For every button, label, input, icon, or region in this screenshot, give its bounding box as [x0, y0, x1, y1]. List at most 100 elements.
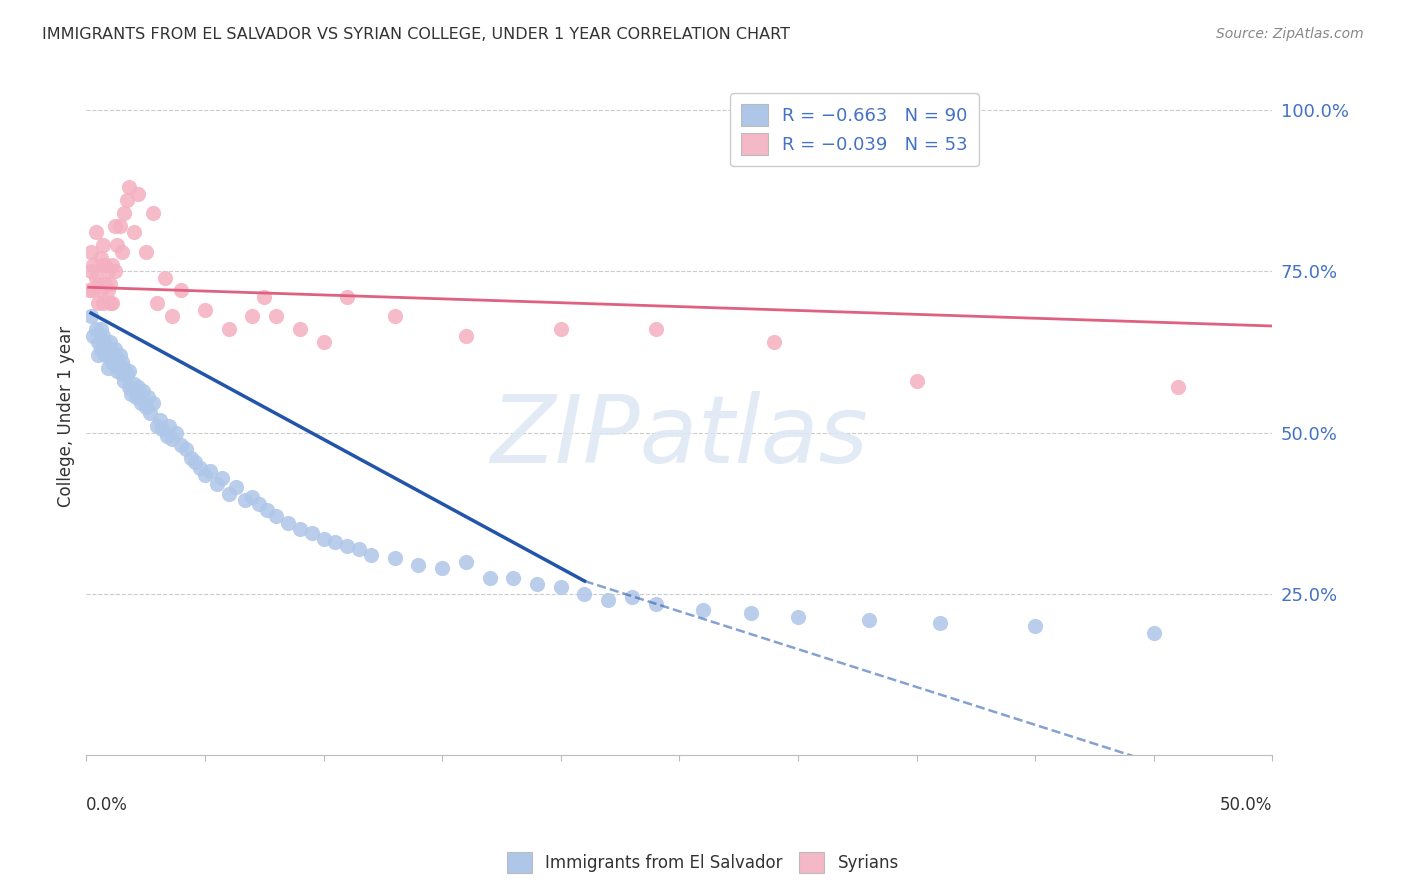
- Point: [91, 258, 114, 272]
- Point: [598, 593, 620, 607]
- Point: [336, 539, 359, 553]
- Point: [89, 251, 111, 265]
- Point: [80, 264, 103, 278]
- Point: [111, 244, 134, 259]
- Point: [112, 374, 135, 388]
- Point: [160, 310, 183, 324]
- Point: [288, 522, 311, 536]
- Point: [249, 497, 271, 511]
- Y-axis label: College, Under 1 year: College, Under 1 year: [58, 326, 75, 507]
- Point: [211, 471, 233, 485]
- Point: [82, 258, 104, 272]
- Point: [225, 480, 247, 494]
- Point: [150, 422, 173, 436]
- Point: [198, 464, 221, 478]
- Point: [94, 258, 117, 272]
- Point: [105, 238, 128, 252]
- Point: [111, 354, 134, 368]
- Point: [360, 548, 382, 562]
- Point: [347, 541, 370, 556]
- Point: [77, 284, 100, 298]
- Point: [111, 368, 134, 382]
- Point: [384, 551, 406, 566]
- Point: [180, 451, 202, 466]
- Point: [94, 277, 117, 291]
- Point: [454, 328, 477, 343]
- Point: [550, 581, 572, 595]
- Point: [205, 477, 228, 491]
- Point: [87, 335, 110, 350]
- Point: [108, 361, 131, 376]
- Point: [142, 206, 165, 220]
- Point: [264, 509, 287, 524]
- Point: [288, 322, 311, 336]
- Point: [87, 296, 110, 310]
- Point: [644, 597, 666, 611]
- Point: [91, 342, 114, 356]
- Point: [384, 310, 406, 324]
- Point: [105, 351, 128, 366]
- Point: [98, 296, 121, 310]
- Point: [312, 532, 335, 546]
- Point: [233, 493, 256, 508]
- Point: [188, 461, 211, 475]
- Point: [101, 296, 124, 310]
- Point: [135, 244, 157, 259]
- Point: [277, 516, 299, 530]
- Point: [184, 454, 207, 468]
- Point: [101, 344, 124, 359]
- Point: [80, 310, 103, 324]
- Point: [256, 503, 278, 517]
- Point: [132, 384, 155, 398]
- Point: [620, 590, 643, 604]
- Point: [692, 603, 714, 617]
- Text: 0.0%: 0.0%: [86, 796, 128, 814]
- Point: [174, 442, 197, 456]
- Point: [264, 310, 287, 324]
- Point: [763, 335, 786, 350]
- Text: Source: ZipAtlas.com: Source: ZipAtlas.com: [1216, 27, 1364, 41]
- Point: [108, 348, 131, 362]
- Point: [82, 284, 104, 298]
- Point: [94, 335, 117, 350]
- Point: [91, 238, 114, 252]
- Point: [160, 432, 183, 446]
- Point: [104, 358, 127, 372]
- Point: [104, 264, 127, 278]
- Point: [118, 180, 141, 194]
- Point: [301, 525, 323, 540]
- Point: [97, 284, 120, 298]
- Point: [97, 264, 120, 278]
- Point: [129, 396, 152, 410]
- Point: [165, 425, 187, 440]
- Point: [153, 270, 176, 285]
- Point: [170, 438, 193, 452]
- Point: [115, 368, 138, 382]
- Text: 50.0%: 50.0%: [1220, 796, 1272, 814]
- Point: [149, 412, 172, 426]
- Point: [430, 561, 453, 575]
- Legend: Immigrants from El Salvador, Syrians: Immigrants from El Salvador, Syrians: [501, 846, 905, 880]
- Text: IMMIGRANTS FROM EL SALVADOR VS SYRIAN COLLEGE, UNDER 1 YEAR CORRELATION CHART: IMMIGRANTS FROM EL SALVADOR VS SYRIAN CO…: [42, 27, 790, 42]
- Point: [98, 277, 121, 291]
- Point: [218, 487, 240, 501]
- Point: [118, 364, 141, 378]
- Point: [125, 390, 148, 404]
- Point: [478, 571, 501, 585]
- Point: [84, 270, 107, 285]
- Point: [97, 361, 120, 376]
- Text: ZIPatlas: ZIPatlas: [491, 392, 869, 483]
- Point: [136, 390, 159, 404]
- Point: [127, 380, 149, 394]
- Point: [118, 380, 141, 394]
- Point: [87, 277, 110, 291]
- Point: [91, 328, 114, 343]
- Point: [80, 244, 103, 259]
- Point: [253, 290, 276, 304]
- Point: [194, 302, 217, 317]
- Point: [139, 406, 162, 420]
- Point: [336, 290, 359, 304]
- Point: [157, 419, 180, 434]
- Legend: R = −0.663   N = 90, R = −0.039   N = 53: R = −0.663 N = 90, R = −0.039 N = 53: [730, 94, 979, 166]
- Point: [127, 186, 149, 201]
